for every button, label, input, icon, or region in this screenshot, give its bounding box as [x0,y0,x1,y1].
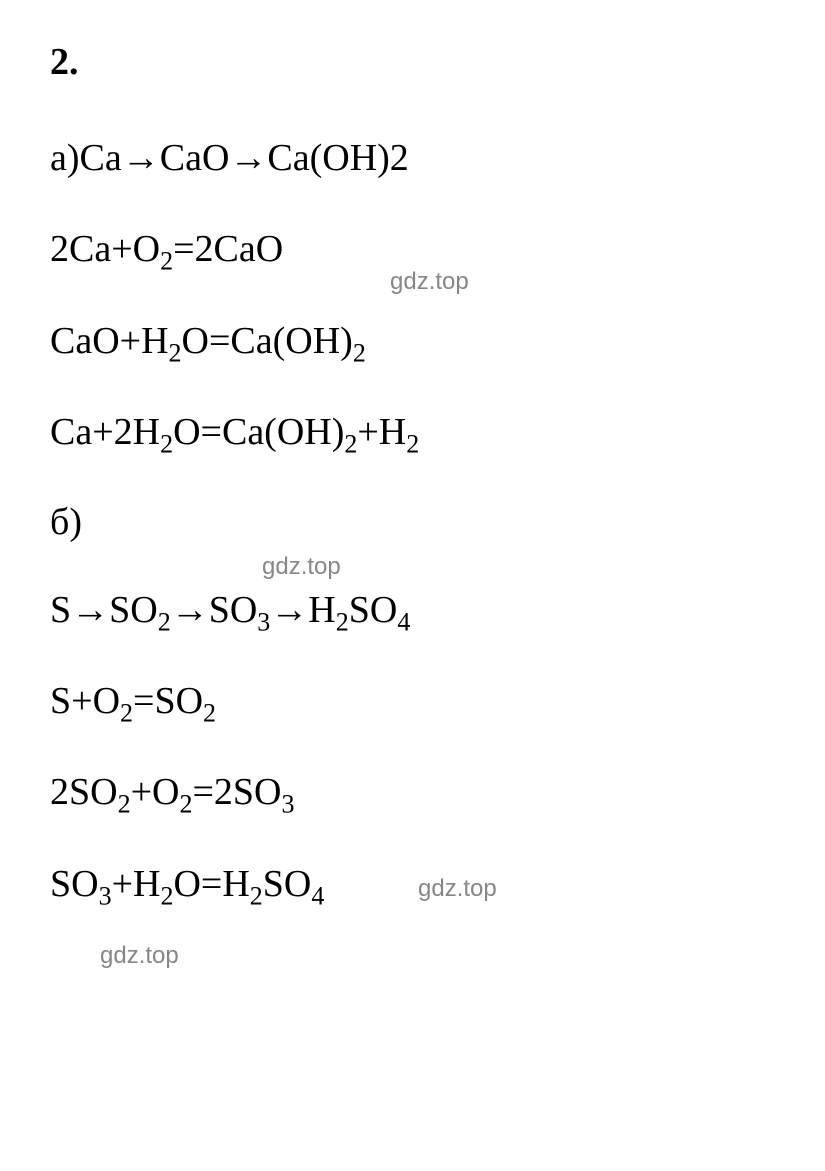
equation-a-2: CaO+H2O=Ca(OH)2 [50,317,775,366]
eq-part: CaO+H [50,320,169,362]
eq-sub: 2 [353,338,366,367]
eq-part: O=Ca(OH) [173,411,344,453]
eq-part: SO [263,863,312,905]
equation-a-3: Ca+2H2O=Ca(OH)2+H2 [50,408,775,457]
eq-sub: 4 [311,881,324,910]
watermark: gdz.top [390,268,469,296]
equation-b-3: SO3+H2O=H2SO4 [50,860,775,909]
watermark: gdz.top [262,553,341,581]
eq-part: +H [357,411,406,453]
section-a-label: а) [50,137,80,179]
eq-sub: 2 [160,881,173,910]
eq-sub: 2 [344,430,357,459]
chain-part: →H [270,589,335,631]
section-a-chain: а)Ca→CaO→Ca(OH)2 [50,134,775,183]
chain-part: S→SO [50,589,158,631]
eq-sub: 2 [250,881,263,910]
eq-sub: 3 [281,790,294,819]
eq-sub: 2 [203,699,216,728]
equation-b-2: 2SO2+O2=2SO3 [50,768,775,817]
eq-part: S+O [50,680,120,722]
eq-sub: 2 [160,430,173,459]
eq-part: 2Ca+O [50,228,160,270]
section-b-chain: S→SO2→SO3→H2SO4 [50,586,775,635]
problem-number: 2. [50,40,775,84]
eq-sub: 2 [406,430,419,459]
eq-part: =SO [133,680,203,722]
eq-part: +O [131,771,180,813]
eq-sub: 2 [120,699,133,728]
equation-b-1: S+O2=SO2 [50,677,775,726]
eq-part: =2CaO [173,228,283,270]
chain-text: Ca→CaO→Ca(OH)2 [80,137,409,179]
chain-sub: 3 [257,607,270,636]
eq-part: Ca+2H [50,411,160,453]
chain-sub: 2 [336,607,349,636]
eq-sub: 2 [169,338,182,367]
watermark: gdz.top [100,942,179,970]
eq-part: +H [112,863,161,905]
eq-part: =2SO [192,771,281,813]
watermark: gdz.top [418,875,497,903]
eq-part: O=H [173,863,249,905]
eq-part: O=Ca(OH) [182,320,353,362]
section-b-label: б) [50,500,775,544]
chain-sub: 4 [397,607,410,636]
eq-sub: 2 [160,247,173,276]
eq-sub: 2 [118,790,131,819]
chain-part: SO [349,589,398,631]
eq-part: SO [50,863,99,905]
eq-sub: 3 [99,881,112,910]
chain-part: →SO [171,589,258,631]
eq-sub: 2 [179,790,192,819]
chain-sub: 2 [158,607,171,636]
eq-part: 2SO [50,771,118,813]
